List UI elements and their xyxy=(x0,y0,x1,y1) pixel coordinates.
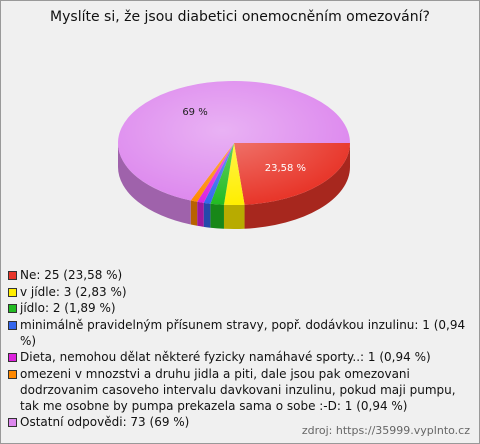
slice-side xyxy=(190,200,198,226)
legend-label: Ne: 25 (23,58 %) xyxy=(20,268,123,282)
legend-swatch xyxy=(8,369,17,379)
legend-swatch xyxy=(8,418,17,427)
legend-label: omezeni v mnozstvi a druhu jidla a piti,… xyxy=(20,366,456,413)
legend-swatch xyxy=(8,287,17,297)
legend-item: minimálně pravidelným přísunem stravy, p… xyxy=(8,317,470,349)
legend-label: minimálně pravidelným přísunem stravy, p… xyxy=(20,317,466,348)
slice-side xyxy=(210,203,224,229)
legend-swatch xyxy=(8,304,17,313)
legend-item: Ostatní odpovědi: 73 (69 %) xyxy=(8,414,470,430)
slice-side xyxy=(203,202,211,228)
legend-label: jídlo: 2 (1,89 %) xyxy=(20,301,116,315)
legend-label: Dieta, nemohou dělat některé fyzicky nam… xyxy=(20,350,431,364)
value-label: 23,58 % xyxy=(265,163,306,174)
value-label: 69 % xyxy=(182,107,207,118)
slice-side xyxy=(244,143,350,229)
legend-item: v jídle: 3 (2,83 %) xyxy=(8,284,470,300)
slice-side xyxy=(223,204,245,229)
legend-swatch xyxy=(8,353,17,362)
legend-item: Ne: 25 (23,58 %) xyxy=(8,267,470,283)
legend-item: Dieta, nemohou dělat některé fyzicky nam… xyxy=(8,349,470,365)
legend-label: v jídle: 3 (2,83 %) xyxy=(20,284,127,299)
legend-item: jídlo: 2 (1,89 %) xyxy=(8,300,470,316)
legend: Ne: 25 (23,58 %) v jídle: 3 (2,83 %) jídlo… xyxy=(8,267,470,431)
source: zdroj: https://35999.vyplnto.cz xyxy=(301,424,470,437)
slice-side xyxy=(197,201,204,227)
pie-area: Myslíte si, že jsou diabetici onemocnění… xyxy=(50,9,430,229)
legend-label: Ostatní odpovědi: 73 (69 %) xyxy=(20,415,190,429)
legend-swatch xyxy=(8,271,17,280)
legend-item: omezeni v mnozstvi a druhu jidla a piti,… xyxy=(8,366,470,414)
chart-title: Myslíte si, že jsou diabetici onemocnění… xyxy=(50,9,430,25)
legend-swatch xyxy=(8,320,17,330)
